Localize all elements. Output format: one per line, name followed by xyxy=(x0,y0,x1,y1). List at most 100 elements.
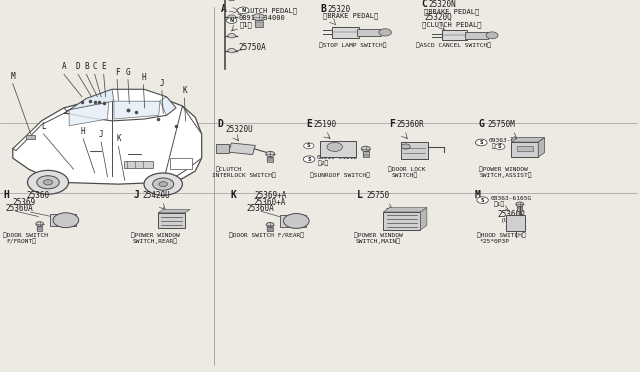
Text: B: B xyxy=(320,4,326,14)
Bar xyxy=(268,227,273,231)
Text: 〈SUNROOF SWITCH〉: 〈SUNROOF SWITCH〉 xyxy=(310,173,370,178)
Bar xyxy=(363,151,369,157)
Text: 25360: 25360 xyxy=(27,191,50,200)
Text: A: A xyxy=(221,4,227,14)
Bar xyxy=(255,20,262,27)
Text: 〈1〉: 〈1〉 xyxy=(494,202,506,207)
Text: — 〈CLUTCH PEDAL〉: — 〈CLUTCH PEDAL〉 xyxy=(229,7,297,13)
Polygon shape xyxy=(158,209,190,213)
Text: B: B xyxy=(84,62,89,71)
Text: 〈STOP LAMP SWITCH〉: 〈STOP LAMP SWITCH〉 xyxy=(319,42,386,48)
Polygon shape xyxy=(114,101,160,119)
Text: 25369+A: 25369+A xyxy=(255,191,287,200)
Text: F/FRONT〉: F/FRONT〉 xyxy=(6,239,36,244)
Bar xyxy=(124,161,153,168)
Text: 25420U: 25420U xyxy=(142,191,170,200)
Text: L: L xyxy=(357,190,363,200)
Text: 25750: 25750 xyxy=(367,191,390,200)
Text: 〈HOOD SWITCH〉: 〈HOOD SWITCH〉 xyxy=(477,233,525,238)
Text: SWITCH,REAR〉: SWITCH,REAR〉 xyxy=(133,239,178,244)
Text: D: D xyxy=(218,119,223,129)
Circle shape xyxy=(476,139,487,146)
Text: K: K xyxy=(230,190,236,200)
Circle shape xyxy=(495,144,505,150)
Text: 25369: 25369 xyxy=(13,198,36,206)
Bar xyxy=(506,215,525,231)
Circle shape xyxy=(304,143,314,149)
Circle shape xyxy=(516,202,524,206)
Text: SWITCH,MAIN〉: SWITCH,MAIN〉 xyxy=(356,239,401,244)
Circle shape xyxy=(159,182,168,187)
Text: 25360A: 25360A xyxy=(5,204,33,213)
Text: 25320U: 25320U xyxy=(226,125,253,134)
Circle shape xyxy=(53,213,79,228)
Text: SWITCH,ASSIST〉: SWITCH,ASSIST〉 xyxy=(480,173,532,178)
Text: 〈CLUTCH PEDAL〉: 〈CLUTCH PEDAL〉 xyxy=(422,21,482,28)
Circle shape xyxy=(228,33,236,38)
Polygon shape xyxy=(170,158,192,169)
Bar xyxy=(228,143,255,155)
Text: E: E xyxy=(101,62,106,71)
Bar xyxy=(401,142,428,158)
Text: 〈ASCD CANCEL SWITCH〉: 〈ASCD CANCEL SWITCH〉 xyxy=(416,42,491,48)
Text: S: S xyxy=(481,198,484,203)
Circle shape xyxy=(152,178,174,190)
Text: S: S xyxy=(498,144,502,149)
Text: G: G xyxy=(479,119,484,129)
Text: J: J xyxy=(133,190,139,200)
Text: 25360R: 25360R xyxy=(397,120,424,129)
Text: 〈DOOR SWITCH F/REAR〉: 〈DOOR SWITCH F/REAR〉 xyxy=(229,233,304,238)
Text: J: J xyxy=(99,130,104,139)
Text: 〈POWER WINDOW: 〈POWER WINDOW xyxy=(479,167,527,172)
Text: F: F xyxy=(115,68,120,77)
Text: E: E xyxy=(306,119,312,129)
Polygon shape xyxy=(160,97,176,115)
Text: 25360P: 25360P xyxy=(498,209,525,218)
Bar xyxy=(321,141,356,157)
Polygon shape xyxy=(420,208,427,230)
Text: 〈2〉: 〈2〉 xyxy=(317,161,329,166)
Text: M: M xyxy=(10,72,15,81)
Text: 25190: 25190 xyxy=(314,120,337,129)
Text: H: H xyxy=(81,127,86,136)
Text: 25320: 25320 xyxy=(328,5,351,14)
Text: 08911-34000: 08911-34000 xyxy=(239,16,285,22)
Circle shape xyxy=(228,15,236,19)
Bar xyxy=(442,31,467,40)
Text: K: K xyxy=(116,134,121,143)
Bar xyxy=(357,29,381,36)
Text: G: G xyxy=(125,68,131,77)
Text: 08363-6165G: 08363-6165G xyxy=(490,196,531,201)
Text: 〈CLUTCH: 〈CLUTCH xyxy=(216,167,242,172)
Polygon shape xyxy=(64,89,176,121)
Polygon shape xyxy=(538,138,545,157)
Text: J: J xyxy=(159,79,164,88)
Bar xyxy=(465,32,488,39)
Polygon shape xyxy=(383,208,427,212)
Text: S: S xyxy=(307,157,311,162)
Text: A: A xyxy=(61,62,67,71)
Circle shape xyxy=(361,146,370,151)
Bar xyxy=(383,212,420,230)
Circle shape xyxy=(253,14,264,20)
Bar xyxy=(280,215,306,227)
Circle shape xyxy=(327,142,342,151)
Text: *25*0P3P: *25*0P3P xyxy=(480,239,510,244)
Polygon shape xyxy=(69,101,109,126)
Bar xyxy=(216,144,228,153)
Circle shape xyxy=(303,156,315,163)
Circle shape xyxy=(228,48,236,53)
Text: M: M xyxy=(475,190,481,200)
Text: 08310-51212: 08310-51212 xyxy=(316,155,357,160)
Circle shape xyxy=(486,32,498,39)
Text: SWITCH〉: SWITCH〉 xyxy=(392,173,418,178)
Circle shape xyxy=(36,176,60,189)
Text: 25320Q: 25320Q xyxy=(424,13,452,22)
Circle shape xyxy=(284,214,309,228)
Circle shape xyxy=(401,144,410,149)
Text: C: C xyxy=(92,62,97,71)
Text: F: F xyxy=(389,119,395,129)
Text: 25750A: 25750A xyxy=(239,43,266,52)
Bar xyxy=(516,146,533,151)
Text: 25360A: 25360A xyxy=(246,204,274,213)
